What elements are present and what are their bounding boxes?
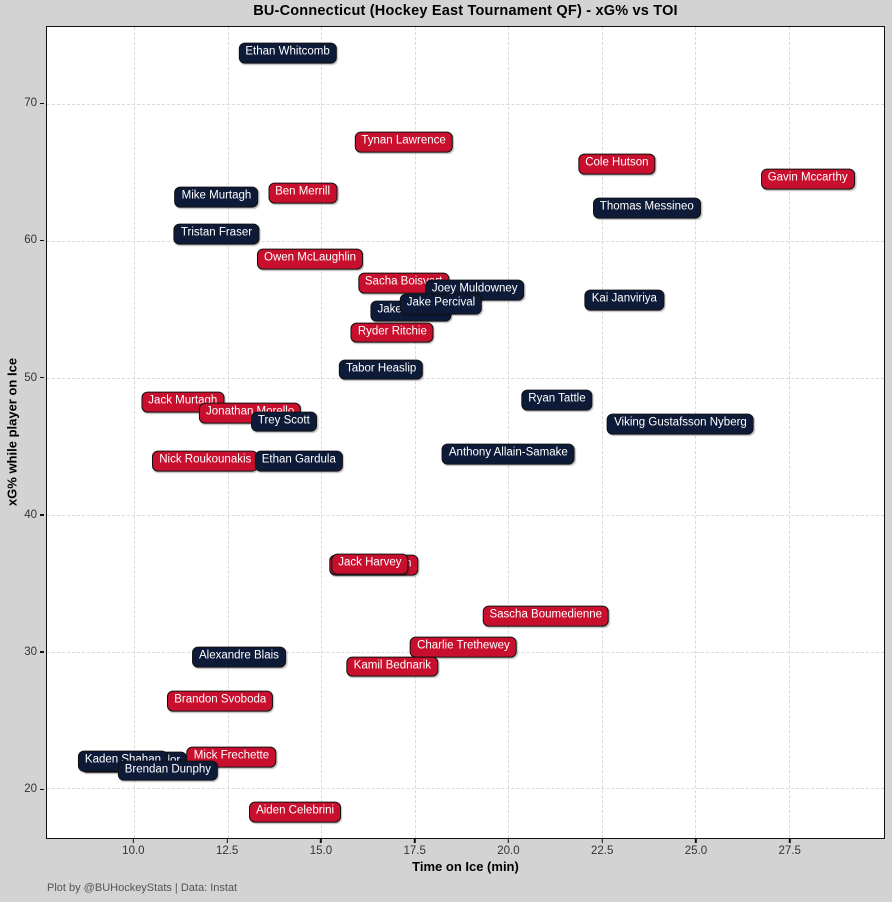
x-tick-label: 10.0 [122,845,145,857]
y-tick-label: 50 [24,371,37,384]
credit-line: Plot by @BUHockeyStats | Data: Instat [47,882,238,894]
y-tick-label: 30 [24,646,37,659]
x-tick-mark [695,839,697,843]
x-tick-label: 22.5 [591,845,614,857]
vertical-gridline [321,27,323,838]
player-label-jake-percival: Jake Percival [399,293,483,315]
player-label-alexandre-blais: Alexandre Blais [191,646,286,668]
player-label-trey-scott: Trey Scott [250,411,317,433]
x-axis-ticks: 10.0 12.5 15.0 17.5 20.0 22.5 25.0 27.5 [46,839,885,861]
y-tick: 50 [24,372,44,384]
y-tick-label: 60 [24,234,37,247]
x-axis-title: Time on Ice (min) [412,859,519,874]
player-label-cole-hutson: Cole Hutson [578,153,656,175]
x-tick-label: 27.5 [778,845,801,857]
vertical-gridline [601,27,603,838]
x-tick-mark [788,839,791,843]
y-tick-label: 70 [24,97,37,110]
player-label-ryder-ritchie: Ryder Ritchie [350,322,434,344]
x-tick-label: 17.5 [403,845,426,857]
y-tick-label: 40 [24,508,37,521]
player-label-nick-roukounakis: Nick Roukounakis [152,450,259,472]
horizontal-gridline [47,514,884,516]
player-label-kamil-bednarik: Kamil Bednarik [346,656,439,678]
x-tick-label: 15.0 [309,845,333,857]
x-tick-label: 12.5 [215,845,239,857]
y-axis-ticks: 20 30 40 50 60 70 [0,26,44,839]
player-label-charlie-trethewey: Charlie Trethewey [410,637,517,658]
x-tick: 17.5 [403,839,426,857]
x-tick: 12.5 [216,839,238,857]
player-label-viking-gustafsson-nyberg: Viking Gustafsson Nyberg [607,413,754,435]
y-tick-mark [40,651,44,653]
x-tick-mark [226,839,228,843]
horizontal-gridline [47,104,884,106]
plot-area: Ethan Whitcomb Tynan Lawrence Cole Hutson G… [46,26,885,839]
horizontal-gridline [47,377,884,379]
horizontal-gridline [47,240,884,242]
player-label-tynan-lawrence: Tynan Lawrence [354,131,453,153]
x-tick: 22.5 [591,839,613,857]
x-tick-label: 20.0 [497,845,520,857]
player-label-aiden-celebrini: Aiden Celebrini [249,801,342,823]
vertical-gridline [788,27,790,838]
player-label-ben-merrill: Ben Merrill [268,182,338,204]
x-tick-mark [601,839,603,843]
x-tick: 20.0 [497,839,520,857]
x-tick-mark [320,839,322,843]
player-label-tabor-heaslip: Tabor Heaslip [338,359,424,380]
y-tick-mark [40,239,44,242]
player-label-ryan-tattle: Ryan Tattle [521,389,593,411]
x-tick-mark [413,839,416,843]
y-tick-mark [40,102,44,104]
player-label-thomas-messineo: Thomas Messineo [592,197,701,219]
y-tick-mark [40,376,44,379]
x-tick-mark [132,839,135,843]
x-tick: 10.0 [122,839,145,857]
player-label-anthony-allain-samake: Anthony Allain-Samake [441,444,575,465]
horizontal-gridline [47,788,884,790]
vertical-gridline [508,27,510,838]
y-tick: 40 [24,509,44,521]
x-tick: 25.0 [685,839,707,857]
player-label-owen-mclaughlin: Owen McLaughlin [257,248,364,270]
player-label-tristan-fraser: Tristan Fraser [173,223,260,245]
player-label-brendan-dunphy: Brendan Dunphy [117,760,218,782]
player-label-ethan-gardula: Ethan Gardula [254,450,343,472]
vertical-gridline [227,27,229,838]
player-label-ethan-whitcomb: Ethan Whitcomb [238,43,337,64]
y-tick: 30 [24,646,44,658]
player-label-gavin-mccarthy: Gavin Mccarthy [760,168,855,190]
x-tick: 15.0 [310,839,332,857]
y-tick-mark [40,514,44,516]
y-tick-mark [40,788,44,791]
x-tick-mark [507,839,510,843]
y-tick: 20 [24,783,44,795]
player-label-mike-murtagh: Mike Murtagh [174,186,259,208]
x-tick: 27.5 [779,839,801,857]
vertical-gridline [414,27,416,838]
player-label-sascha-boumedienne: Sascha Boumedienne [482,605,610,627]
chart-title: BU-Connecticut (Hockey East Tournament Q… [253,3,678,19]
y-tick: 70 [24,97,44,109]
x-tick-label: 25.0 [684,845,708,857]
y-tick-label: 20 [24,783,37,796]
player-label-jack-harvey: Jack Harvey [331,553,409,575]
vertical-gridline [134,27,136,838]
player-label-brandon-svoboda: Brandon Svoboda [167,690,274,712]
player-label-kai-janviriya: Kai Janviriya [584,289,664,311]
y-tick: 60 [24,234,44,246]
